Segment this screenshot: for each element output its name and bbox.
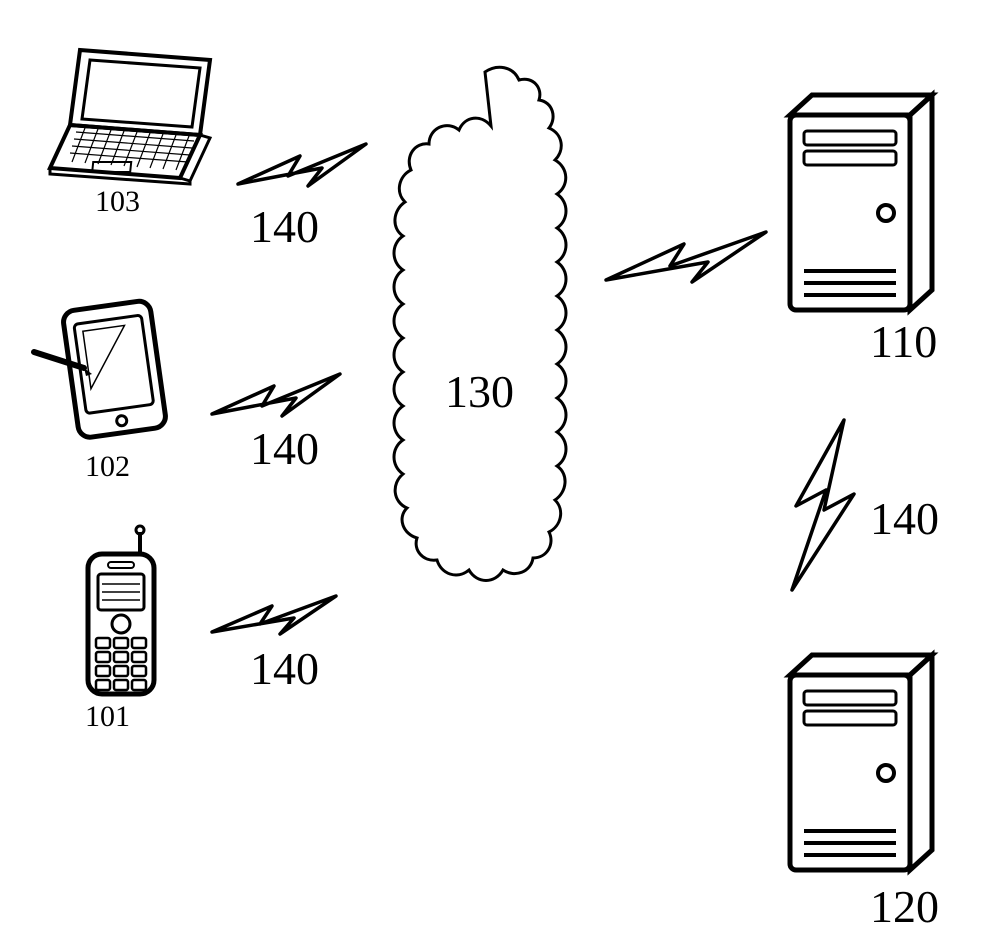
laptop-icon <box>50 50 210 184</box>
server1-label: 110 <box>870 315 937 368</box>
link-server1-server2-icon <box>792 420 854 590</box>
server1-icon <box>790 95 932 310</box>
edge-laptop-label: 140 <box>250 200 319 253</box>
tablet-label: 102 <box>85 450 130 484</box>
link-laptop-cloud-icon <box>238 144 366 186</box>
edge-servers-label: 140 <box>870 492 939 545</box>
phone-label: 101 <box>85 700 130 734</box>
network-diagram <box>0 0 1000 940</box>
edge-tablet-label: 140 <box>250 422 319 475</box>
phone-icon <box>88 526 154 694</box>
laptop-label: 103 <box>95 185 140 219</box>
cloud-label: 130 <box>445 365 514 418</box>
link-tablet-cloud-icon <box>212 374 340 416</box>
edge-phone-label: 140 <box>250 642 319 695</box>
cloud-icon <box>394 67 566 580</box>
link-phone-cloud-icon <box>212 596 336 634</box>
server2-label: 120 <box>870 880 939 933</box>
link-cloud-server1-icon <box>606 232 766 282</box>
tablet-icon <box>26 300 167 444</box>
server2-icon <box>790 655 932 870</box>
